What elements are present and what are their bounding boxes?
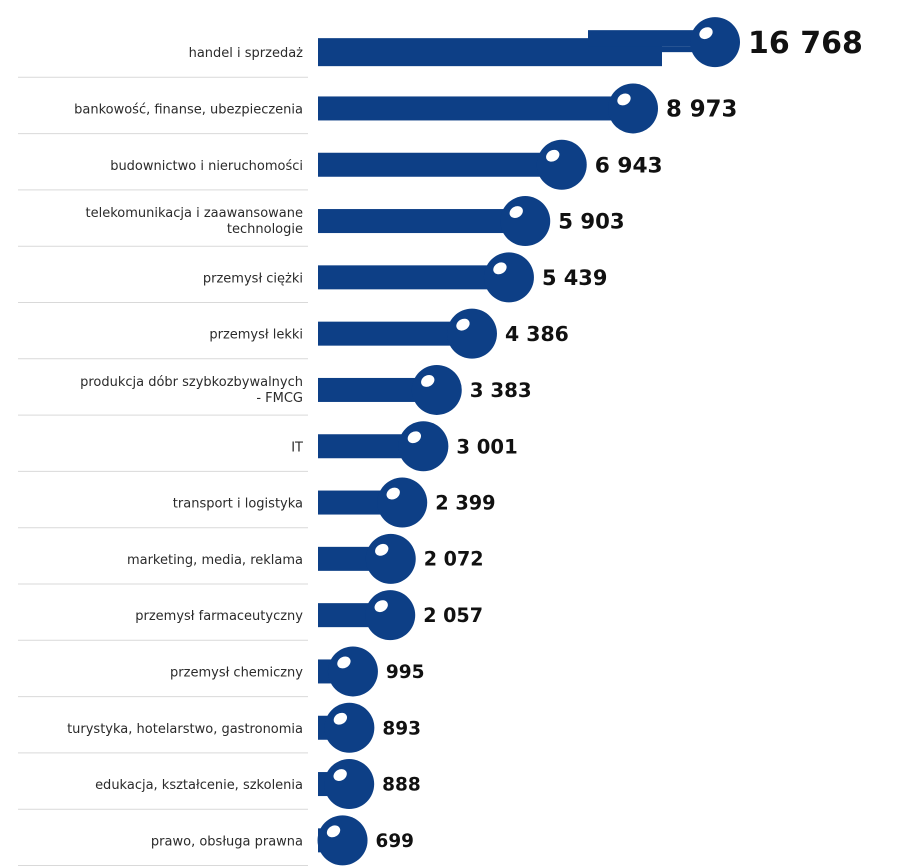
category-label: przemysł chemiczny — [170, 665, 303, 680]
category-label: przemysł lekki — [209, 328, 303, 343]
bar-cap — [500, 196, 551, 247]
bar-cap-highlight — [546, 149, 560, 162]
value-label: 888 — [382, 775, 421, 796]
value-label: 3 001 — [456, 435, 517, 458]
value-label: 995 — [386, 662, 425, 683]
category-label: prawo, obsługa prawna — [151, 834, 303, 849]
category-label: edukacja, kształcenie, szkolenia — [95, 778, 303, 793]
bar-row: przemysł chemiczny 995 — [18, 646, 425, 698]
value-label: 5 903 — [558, 209, 624, 234]
bar-cap-highlight — [326, 825, 341, 838]
category-label: IT — [291, 440, 303, 455]
bar-row: transport i logistyka 2 399 — [18, 477, 496, 529]
value-label: 699 — [376, 831, 414, 852]
bar-cap — [446, 308, 497, 359]
bar — [318, 321, 472, 346]
category-label: marketing, media, reklama — [127, 553, 303, 568]
bar-row: edukacja, kształcenie, szkolenia 888 — [18, 759, 421, 810]
bar-cap-highlight — [407, 431, 422, 444]
bar-row: prawo, obsługa prawna 699 — [18, 815, 414, 866]
bar-cap-highlight — [333, 712, 348, 725]
bar-cap-highlight — [375, 543, 389, 556]
bar-connector — [660, 46, 713, 53]
bar — [318, 152, 562, 177]
bar-cap-highlight — [699, 27, 713, 40]
category-label: transport i logistyka — [173, 497, 303, 512]
value-label: 893 — [382, 718, 421, 739]
value-label: 8 973 — [666, 97, 737, 123]
bar-row: telekomunikacja i zaawansowane technologi… — [18, 196, 625, 247]
category-label: telekomunikacja i zaawansowane technologi… — [85, 206, 303, 237]
bar-cap — [324, 702, 375, 753]
category-label: przemysł farmaceutyczny — [135, 609, 303, 624]
bar — [318, 209, 526, 234]
bar-cap — [411, 364, 462, 415]
bar-cap-highlight — [509, 206, 523, 218]
value-label: 5 439 — [542, 266, 607, 290]
bar-cap-highlight — [421, 375, 435, 387]
bar-cap — [608, 83, 658, 134]
bar-cap-highlight — [333, 769, 347, 781]
bar-row: budownictwo i nieruchomości 6 943 — [18, 139, 663, 191]
value-label: 2 072 — [424, 548, 484, 571]
bar-row: turystyka, hotelarstwo, gastronomia 893 — [18, 702, 421, 754]
bar-row: handel i sprzedaż 16 768 — [18, 17, 863, 78]
value-label: 3 383 — [470, 379, 532, 402]
bar-cap — [536, 139, 587, 190]
category-label: turystyka, hotelarstwo, gastronomia — [67, 722, 303, 737]
category-label: bankowość, finanse, ubezpieczenia — [74, 102, 303, 117]
bar-row: IT 3 001 — [18, 421, 518, 472]
bar-row: przemysł lekki 4 386 — [18, 308, 569, 360]
bar-cap — [317, 815, 368, 866]
bar-cap — [483, 252, 534, 303]
bar — [318, 265, 509, 290]
bar-cap — [377, 477, 428, 528]
bar-row: produkcja dóbr szybkozbywalnych - FMCG 3 3… — [18, 364, 532, 416]
bar-cap — [365, 590, 416, 641]
bar-cap-highlight — [617, 93, 631, 106]
bar-cap-highlight — [456, 318, 470, 331]
bar-connector — [588, 30, 715, 47]
category-label: handel i sprzedaż — [189, 46, 304, 61]
value-label: 2 399 — [435, 491, 495, 514]
bar-cap — [365, 533, 416, 584]
value-label: 16 768 — [748, 26, 863, 61]
bar-row: przemysł ciężki 5 439 — [18, 252, 607, 303]
bar-cap — [690, 17, 740, 68]
bar-cap — [324, 759, 375, 810]
bar-row: bankowość, finanse, ubezpieczenia 8 973 — [18, 83, 737, 135]
category-label: budownictwo i nieruchomości — [110, 159, 303, 174]
bar — [318, 96, 633, 121]
bar-cap — [327, 646, 378, 697]
bar-row: marketing, media, reklama 2 072 — [18, 533, 484, 585]
category-label: produkcja dóbr szybkozbywalnych - FMCG — [80, 375, 303, 406]
bar-cap-highlight — [493, 262, 507, 275]
value-label: 4 386 — [505, 322, 569, 346]
bar-cap-highlight — [386, 487, 400, 500]
bar-row: przemysł farmaceutyczny 2 057 — [18, 590, 483, 641]
value-label: 6 943 — [595, 154, 663, 179]
category-label: przemysł ciężki — [203, 271, 303, 286]
value-label: 2 057 — [423, 604, 483, 627]
bar-cap-highlight — [337, 656, 351, 669]
bar-cap-highlight — [374, 600, 388, 613]
bar-cap — [398, 421, 449, 472]
